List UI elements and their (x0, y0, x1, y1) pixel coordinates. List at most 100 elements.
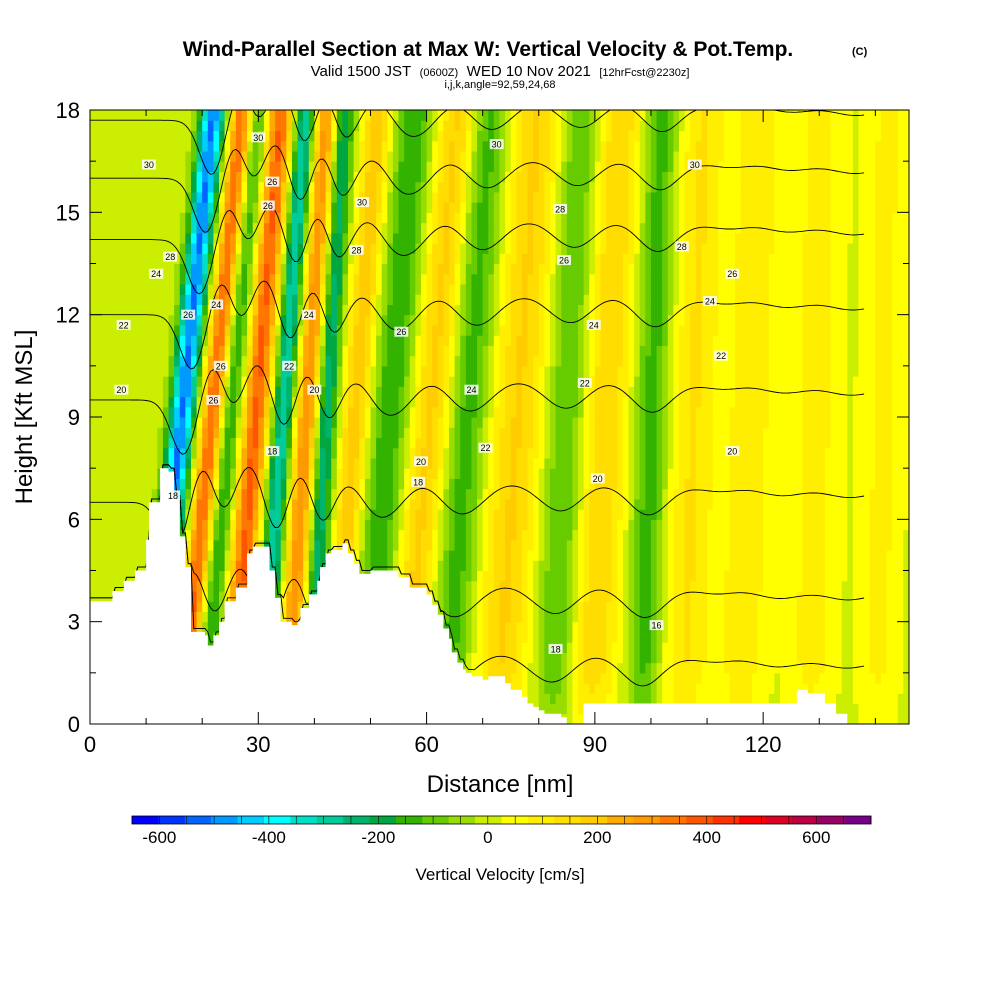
velocity-cell (533, 171, 540, 183)
velocity-cell (151, 314, 158, 326)
velocity-cell (286, 324, 293, 336)
velocity-cell (269, 324, 276, 336)
velocity-cell (140, 406, 147, 418)
velocity-cell (505, 273, 512, 285)
velocity-cell (477, 550, 484, 561)
velocity-cell (258, 519, 265, 531)
velocity-cell (454, 171, 461, 183)
velocity-cell (505, 580, 512, 592)
velocity-cell (219, 181, 226, 193)
velocity-cell (392, 253, 400, 265)
velocity-cell (269, 457, 276, 469)
velocity-cell (185, 529, 192, 541)
velocity-cell (269, 468, 276, 479)
velocity-cell (319, 437, 327, 449)
velocity-cell (157, 283, 164, 295)
velocity-cell (252, 202, 259, 213)
velocity-cell (544, 611, 551, 623)
velocity-cell (460, 150, 467, 162)
velocity-cell (465, 232, 473, 244)
velocity-cell (516, 560, 523, 572)
velocity-cell (404, 437, 411, 449)
velocity-cell (196, 468, 203, 479)
velocity-cell (219, 263, 226, 275)
velocity-cell (280, 611, 287, 623)
velocity-cell (426, 345, 433, 357)
velocity-cell (308, 437, 315, 449)
velocity-cell (269, 488, 276, 500)
velocity-cell (157, 110, 164, 121)
velocity-cell (213, 140, 220, 152)
velocity-cell (291, 488, 299, 500)
velocity-cell (493, 621, 501, 633)
velocity-cell (426, 509, 433, 520)
velocity-cell (146, 130, 153, 142)
velocity-cell (235, 488, 243, 500)
velocity-cell (263, 110, 271, 121)
velocity-cell (112, 570, 119, 582)
velocity-cell (280, 335, 287, 346)
velocity-cell (336, 253, 344, 265)
velocity-cell (202, 140, 209, 152)
velocity-cell (230, 560, 237, 572)
velocity-cell (336, 498, 344, 510)
velocity-cell (185, 253, 192, 265)
velocity-cell (336, 376, 344, 387)
velocity-cell (162, 365, 170, 377)
velocity-cell (376, 181, 383, 193)
velocity-cell (291, 498, 299, 510)
velocity-cell (280, 457, 287, 469)
velocity-cell (134, 294, 142, 306)
velocity-cell (527, 550, 534, 561)
velocity-cell (190, 570, 198, 582)
velocity-cell (420, 417, 428, 428)
velocity-cell (454, 550, 461, 561)
velocity-cell (90, 580, 97, 592)
velocity-cell (364, 529, 372, 541)
velocity-cell (404, 253, 411, 265)
velocity-cell (538, 191, 545, 203)
velocity-cell (499, 570, 506, 582)
velocity-cell (415, 140, 422, 152)
velocity-cell (348, 232, 355, 244)
velocity-cell (420, 447, 428, 459)
velocity-cell (404, 212, 411, 224)
velocity-cell (319, 427, 327, 439)
velocity-cell (376, 110, 383, 121)
velocity-cell (516, 590, 523, 602)
velocity-cell (235, 304, 243, 316)
velocity-cell (106, 457, 114, 469)
velocity-cell (538, 171, 545, 183)
velocity-cell (134, 396, 142, 408)
velocity-cell (521, 590, 529, 602)
velocity-cell (521, 110, 529, 121)
velocity-cell (437, 386, 444, 398)
velocity-cell (230, 150, 237, 162)
velocity-cell (95, 283, 102, 295)
velocity-cell (235, 253, 243, 265)
velocity-cell (505, 345, 512, 357)
velocity-cell (123, 253, 130, 265)
velocity-cell (325, 191, 332, 203)
velocity-cell (477, 355, 484, 367)
velocity-cell (538, 406, 545, 418)
velocity-cell (359, 478, 366, 490)
velocity-cell (213, 529, 220, 541)
velocity-cell (432, 191, 439, 203)
velocity-cell (404, 560, 411, 572)
velocity-cell (219, 447, 226, 459)
velocity-cell (202, 376, 209, 387)
velocity-cell (420, 560, 428, 572)
velocity-cell (134, 427, 142, 439)
velocity-cell (398, 355, 405, 367)
velocity-cell (342, 406, 349, 418)
velocity-cell (325, 457, 332, 469)
velocity-cell (230, 171, 237, 183)
velocity-cell (465, 560, 473, 572)
velocity-cell (179, 120, 186, 132)
velocity-cell (521, 539, 529, 551)
velocity-cell (336, 273, 344, 285)
velocity-cell (460, 447, 467, 459)
velocity-cell (286, 212, 293, 224)
velocity-cell (112, 273, 119, 285)
